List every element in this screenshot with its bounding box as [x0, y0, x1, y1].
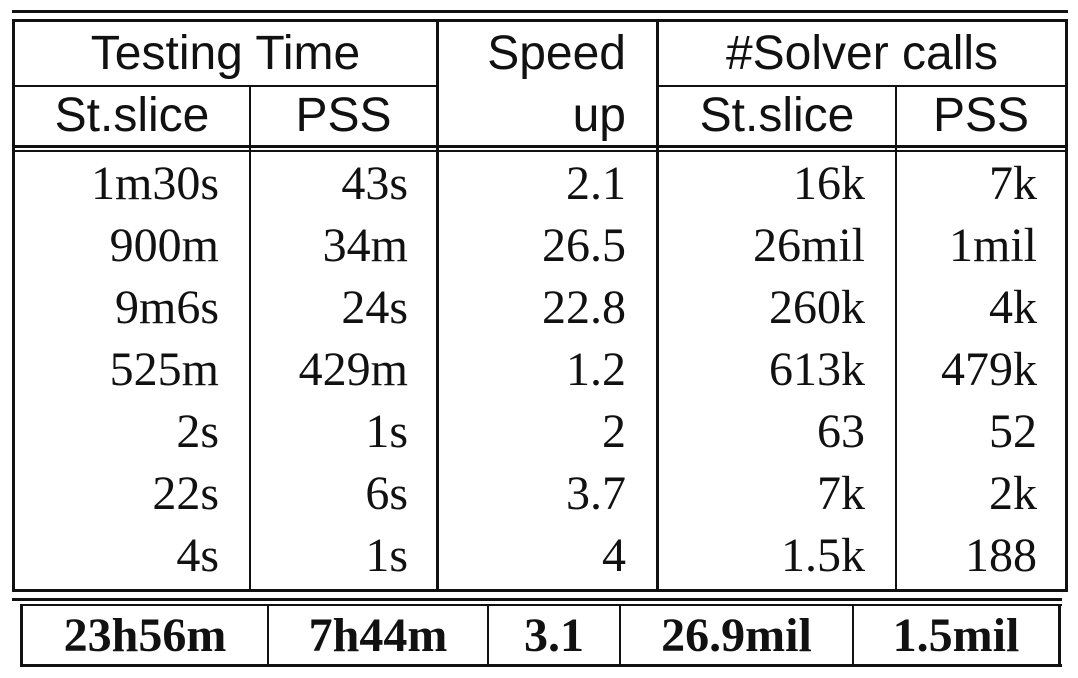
row-2-speedup: 26.5: [542, 218, 626, 272]
row-5-pss-time: 1s: [365, 404, 408, 458]
totals-top-rule-inner: [20, 604, 1062, 606]
row-3-pss-calls: 4k: [989, 280, 1037, 334]
header-st-slice-time: St.slice: [54, 89, 210, 142]
totals-vline-3: [619, 604, 621, 667]
row-4-st-slice-time: 525m: [109, 342, 219, 396]
row-4-speedup: 1.2: [566, 342, 626, 396]
row-7-pss-calls: 188: [965, 528, 1037, 582]
row-1-pss-calls: 7k: [989, 156, 1037, 210]
row-6-st-slice-time: 22s: [152, 466, 219, 520]
totals-bottom-rule: [20, 664, 1062, 667]
row-4-st-slice-calls: 613k: [769, 342, 865, 396]
vline-time-speed: [436, 19, 439, 592]
row-2-pss-calls: 1mil: [948, 218, 1037, 272]
header-solver-calls: #Solver calls: [725, 27, 999, 80]
row-3-speedup: 22.8: [542, 280, 626, 334]
header-pss-calls: PSS: [932, 89, 1030, 142]
top-rule: [12, 10, 1068, 13]
totals-vline-1: [267, 604, 269, 667]
header-speed: Speed: [487, 27, 626, 80]
total-pss-time: 7h44m: [308, 608, 448, 662]
vline-st-pss: [249, 85, 251, 592]
header-bottom-rule: [12, 145, 1068, 148]
row-6-st-slice-calls: 7k: [817, 466, 865, 520]
top-rule-inner: [12, 19, 1068, 22]
row-1-pss-time: 43s: [341, 156, 408, 210]
total-st-slice-calls: 26.9mil: [661, 608, 812, 662]
row-7-st-slice-calls: 1.5k: [781, 528, 865, 582]
row-5-pss-calls: 52: [989, 404, 1037, 458]
header-pss-time: PSS: [295, 89, 392, 142]
row-7-pss-time: 1s: [365, 528, 408, 582]
row-5-speedup: 2: [602, 404, 626, 458]
row-6-speedup: 3.7: [566, 466, 626, 520]
row-5-st-slice-time: 2s: [176, 404, 219, 458]
totals-vline-2: [487, 604, 489, 667]
vline-calls-st-pss: [895, 85, 897, 592]
row-5-st-slice-calls: 63: [817, 404, 865, 458]
total-pss-calls: 1.5mil: [892, 608, 1020, 662]
vline-speed-calls: [656, 19, 659, 592]
row-2-st-slice-calls: 26mil: [752, 218, 865, 272]
totals-vline-4: [852, 604, 854, 667]
row-2-st-slice-time: 900m: [109, 218, 219, 272]
row-7-st-slice-time: 4s: [176, 528, 219, 582]
row-7-speedup: 4: [602, 528, 626, 582]
header-up: up: [572, 89, 626, 142]
total-st-slice-time: 23h56m: [63, 608, 227, 662]
totals-vline-left: [20, 604, 23, 667]
vline-left: [12, 19, 15, 592]
header-testing-time: Testing Time: [90, 27, 361, 80]
row-3-st-slice-calls: 260k: [769, 280, 865, 334]
header-divider-right: [657, 85, 1068, 87]
row-1-st-slice-calls: 16k: [793, 156, 865, 210]
totals-vline-right: [1058, 604, 1061, 667]
row-4-pss-calls: 479k: [941, 342, 1037, 396]
row-1-speedup: 2.1: [566, 156, 626, 210]
totals-top-rule: [12, 598, 1062, 601]
body-bottom-rule: [12, 589, 1068, 592]
header-divider-left: [12, 85, 438, 87]
header-bottom-rule-inner: [12, 150, 1068, 152]
row-3-st-slice-time: 9m6s: [114, 280, 219, 334]
total-speedup: 3.1: [524, 608, 584, 662]
row-4-pss-time: 429m: [298, 342, 408, 396]
vline-right: [1065, 19, 1068, 592]
row-3-pss-time: 24s: [341, 280, 408, 334]
row-1-st-slice-time: 1m30s: [90, 156, 219, 210]
row-6-pss-calls: 2k: [989, 466, 1037, 520]
row-2-pss-time: 34m: [322, 218, 408, 272]
row-6-pss-time: 6s: [365, 466, 408, 520]
header-st-slice-calls: St.slice: [699, 89, 855, 142]
